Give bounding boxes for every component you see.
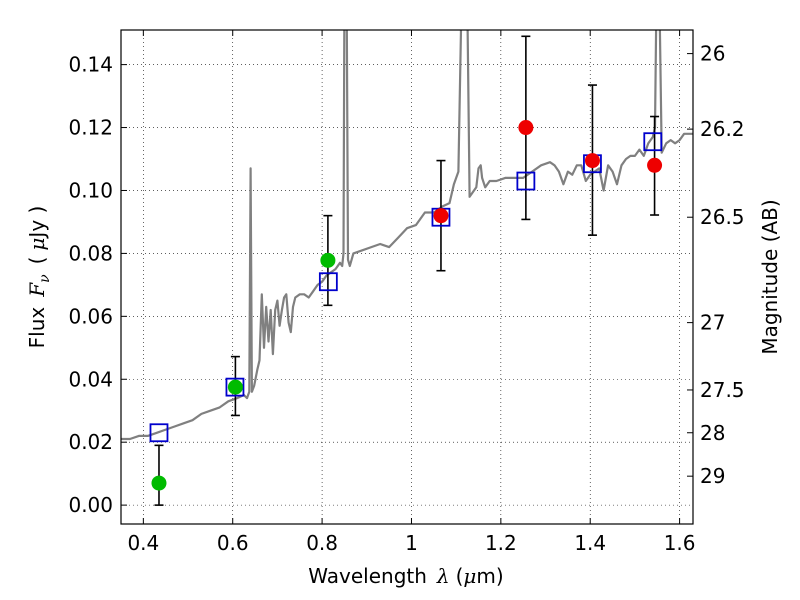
x-tick-label: 1.6 [664,531,696,555]
grid-lines [121,30,693,524]
spectrum-line [121,30,693,441]
y2-tick-label: 27.5 [700,378,745,402]
y-axis-label: FluxFν(μJy ) [25,206,53,349]
spectrum-layer [121,30,693,441]
data-point [433,208,449,224]
model-square-marker [149,423,169,443]
y2-tick-label: 27 [700,311,725,335]
y-tick-label: 0.08 [68,241,113,265]
y-tick-label: 0.10 [68,178,113,202]
data-point [647,157,663,173]
y2-tick-label: 26 [700,42,725,66]
x-tick-label: 1 [405,531,418,555]
y2-axis-label: Magnitude (AB) [758,199,782,354]
data-point [518,120,534,136]
axis-ticks [121,30,693,524]
y-tick-label: 0.14 [68,53,113,77]
x-tick-label: 1.2 [485,531,517,555]
plot-area [121,30,693,524]
y2-tick-label: 26.5 [700,205,745,229]
plot-frame [120,29,694,525]
axis-tick-labels: 0.4 0.6 0.8 1 1.2 1.4 1.6 0.00 0.02 0.04 0.06 0.08 0… [68,42,744,555]
data-point [227,379,243,395]
model-square-marker [643,132,663,152]
y2-tick-label: 29 [700,464,725,488]
model-square-marker [318,272,338,292]
data-point [151,475,167,491]
x-tick-label: 0.4 [127,531,159,555]
y2-tick-label: 26.2 [700,117,745,141]
marker-layer [149,120,663,491]
data-point [320,252,336,268]
y-tick-label: 0.00 [68,493,113,517]
x-tick-label: 0.6 [217,531,249,555]
y-tick-label: 0.12 [68,116,113,140]
x-tick-label: 0.8 [306,531,338,555]
y-tick-label: 0.02 [68,430,113,454]
y-tick-label: 0.04 [68,367,113,391]
model-square-marker [516,171,536,191]
data-point [584,153,600,169]
model-square-marker [225,377,245,397]
x-axis-label: Wavelength λ (μm) [308,564,503,588]
y2-tick-label: 28 [700,421,725,445]
x-tick-label: 1.4 [574,531,606,555]
y-tick-label: 0.06 [68,304,113,328]
